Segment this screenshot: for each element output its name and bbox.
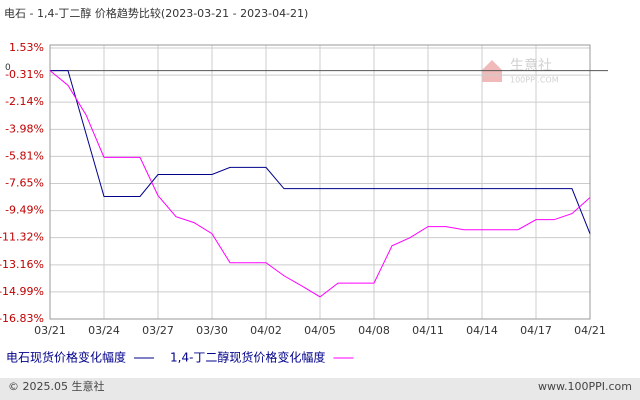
y-tick-label: -2.14% <box>5 95 44 108</box>
y-tick-label: -16.83% <box>0 312 44 325</box>
footer-right: www.100PPI.com <box>538 380 632 393</box>
x-tick-label: 04/17 <box>520 324 552 337</box>
y-tick-label: -0.31% <box>5 68 44 81</box>
x-tick-label: 04/21 <box>574 324 606 337</box>
y-tick-label: -5.81% <box>5 149 44 162</box>
x-tick-label: 03/21 <box>34 324 66 337</box>
watermark-site: 100PPI.COM <box>510 76 559 85</box>
x-tick-label: 03/30 <box>196 324 228 337</box>
legend-label: 电石现货价格变化幅度 <box>6 350 126 365</box>
x-tick-label: 04/11 <box>412 324 444 337</box>
x-tick-label: 04/02 <box>250 324 282 337</box>
x-tick-label: 03/27 <box>142 324 174 337</box>
y-tick-label: -7.65% <box>5 177 44 190</box>
y-tick-label: -14.99% <box>0 285 44 298</box>
legend-label: 1,4-丁二醇现货价格变化幅度 <box>170 350 325 365</box>
x-tick-label: 04/05 <box>304 324 336 337</box>
x-tick-label: 04/14 <box>466 324 498 337</box>
footer-bar <box>0 378 640 400</box>
y-tick-label: -3.98% <box>5 122 44 135</box>
y-tick-label: 1.53% <box>9 41 44 54</box>
x-tick-label: 03/24 <box>88 324 120 337</box>
y-tick-label: -9.49% <box>5 204 44 217</box>
watermark-brand: 生意社 <box>510 57 552 74</box>
y-tick-label: -13.16% <box>0 258 44 271</box>
series-line <box>50 70 591 234</box>
y-tick-label: -11.32% <box>0 231 44 244</box>
chart-title: 电石 - 1,4-丁二醇 价格趋势比较(2023-03-21 - 2023-04… <box>4 6 308 20</box>
plot-border <box>49 44 591 320</box>
zero-label: 0 <box>5 63 11 73</box>
x-tick-label: 04/08 <box>358 324 390 337</box>
footer-left: © 2025.05 生意社 <box>8 379 104 393</box>
series-line <box>49 70 591 298</box>
